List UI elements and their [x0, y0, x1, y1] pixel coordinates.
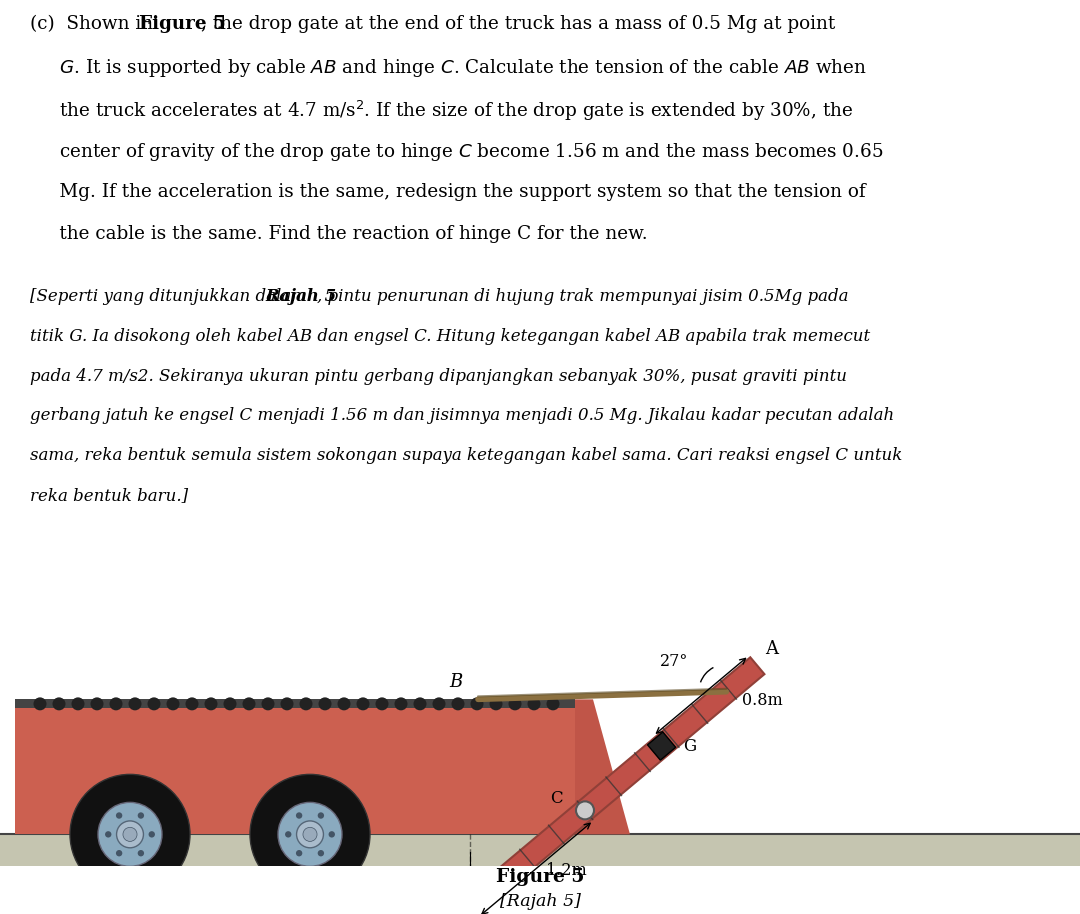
Text: A: A — [766, 640, 779, 658]
Circle shape — [98, 802, 162, 866]
Circle shape — [137, 850, 144, 856]
Text: titik G. Ia disokong oleh kabel AB dan engsel C. Hitung ketegangan kabel AB apab: titik G. Ia disokong oleh kabel AB dan e… — [30, 327, 870, 345]
Polygon shape — [15, 699, 575, 834]
Text: Rajah 5: Rajah 5 — [266, 288, 337, 304]
Text: [Rajah 5]: [Rajah 5] — [500, 893, 580, 909]
Circle shape — [249, 774, 370, 895]
Text: sama, reka bentuk semula sistem sokongan supaya ketegangan kabel sama. Cari reak: sama, reka bentuk semula sistem sokongan… — [30, 447, 903, 464]
Text: Mg. If the acceleration is the same, redesign the support system so that the ten: Mg. If the acceleration is the same, red… — [30, 183, 866, 201]
Text: (c)  Shown in: (c) Shown in — [30, 16, 159, 33]
Text: 1.2m: 1.2m — [545, 862, 586, 879]
Circle shape — [299, 697, 312, 710]
Circle shape — [546, 697, 559, 710]
Circle shape — [509, 697, 522, 710]
Text: 27°: 27° — [660, 654, 689, 670]
Circle shape — [296, 813, 302, 819]
Text: , pintu penurunan di hujung trak mempunyai jisim 0.5Mg pada: , pintu penurunan di hujung trak mempuny… — [316, 288, 848, 304]
Text: the truck accelerates at 4.7 m/s$^2$. If the size of the drop gate is extended b: the truck accelerates at 4.7 m/s$^2$. If… — [30, 100, 853, 123]
Circle shape — [297, 821, 323, 848]
Circle shape — [116, 850, 122, 856]
Circle shape — [148, 697, 161, 710]
Circle shape — [224, 697, 237, 710]
Circle shape — [451, 697, 464, 710]
Circle shape — [394, 697, 407, 710]
Circle shape — [261, 697, 274, 710]
Circle shape — [243, 697, 256, 710]
Circle shape — [337, 697, 351, 710]
Circle shape — [116, 813, 122, 819]
Text: reka bentuk baru.]: reka bentuk baru.] — [30, 487, 188, 505]
Circle shape — [328, 831, 335, 837]
Text: center of gravity of the drop gate to hinge $C$ become 1.56 m and the mass becom: center of gravity of the drop gate to hi… — [30, 142, 883, 164]
Circle shape — [53, 697, 66, 710]
Circle shape — [278, 802, 342, 866]
Text: G: G — [684, 738, 697, 755]
Circle shape — [204, 697, 217, 710]
Circle shape — [105, 831, 111, 837]
Circle shape — [137, 813, 144, 819]
Polygon shape — [0, 834, 1080, 866]
Text: B: B — [449, 674, 462, 691]
Circle shape — [186, 697, 199, 710]
Circle shape — [285, 831, 292, 837]
Polygon shape — [15, 699, 575, 708]
Circle shape — [70, 774, 190, 895]
Polygon shape — [575, 699, 630, 834]
Circle shape — [149, 831, 154, 837]
Polygon shape — [648, 732, 676, 760]
Polygon shape — [288, 786, 332, 834]
Polygon shape — [463, 657, 765, 914]
Circle shape — [432, 697, 446, 710]
Circle shape — [296, 850, 302, 856]
Circle shape — [356, 697, 369, 710]
Text: , the drop gate at the end of the truck has a mass of 0.5 Mg at point: , the drop gate at the end of the truck … — [201, 16, 836, 33]
Circle shape — [576, 802, 594, 819]
Circle shape — [527, 697, 540, 710]
Circle shape — [414, 697, 427, 710]
Circle shape — [117, 821, 144, 848]
Circle shape — [376, 697, 389, 710]
Circle shape — [318, 813, 324, 819]
Text: 0.8m: 0.8m — [742, 693, 783, 709]
Circle shape — [318, 850, 324, 856]
Text: Figure 5: Figure 5 — [139, 16, 226, 33]
Circle shape — [33, 697, 46, 710]
Circle shape — [471, 697, 484, 710]
Circle shape — [129, 697, 141, 710]
Text: pada 4.7 m/s2. Sekiranya ukuran pintu gerbang dipanjangkan sebanyak 30%, pusat g: pada 4.7 m/s2. Sekiranya ukuran pintu ge… — [30, 367, 847, 385]
Circle shape — [166, 697, 179, 710]
Text: the cable is the same. Find the reaction of hinge C for the new.: the cable is the same. Find the reaction… — [30, 225, 648, 243]
Text: gerbang jatuh ke engsel C menjadi 1.56 m dan jisimnya menjadi 0.5 Mg. Jikalau ka: gerbang jatuh ke engsel C menjadi 1.56 m… — [30, 408, 894, 424]
Text: $G$. It is supported by cable $AB$ and hinge $C$. Calculate the tension of the c: $G$. It is supported by cable $AB$ and h… — [30, 58, 867, 80]
Text: C: C — [551, 790, 563, 807]
Circle shape — [489, 697, 502, 710]
Circle shape — [109, 697, 122, 710]
Circle shape — [319, 697, 332, 710]
Text: Figure 5: Figure 5 — [496, 867, 584, 886]
Polygon shape — [108, 786, 152, 834]
Circle shape — [281, 697, 294, 710]
Circle shape — [71, 697, 84, 710]
Text: [Seperti yang ditunjukkan dalam: [Seperti yang ditunjukkan dalam — [30, 288, 312, 304]
Circle shape — [123, 827, 137, 842]
Circle shape — [91, 697, 104, 710]
Circle shape — [303, 827, 318, 842]
